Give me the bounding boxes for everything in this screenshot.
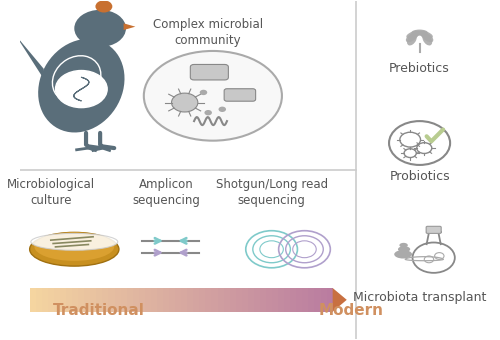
- FancyBboxPatch shape: [90, 288, 97, 312]
- Text: Shotgun/Long read
sequencing: Shotgun/Long read sequencing: [216, 178, 328, 207]
- FancyBboxPatch shape: [102, 288, 109, 312]
- FancyBboxPatch shape: [272, 288, 278, 312]
- FancyBboxPatch shape: [320, 288, 327, 312]
- FancyBboxPatch shape: [187, 288, 194, 312]
- FancyBboxPatch shape: [60, 288, 66, 312]
- FancyBboxPatch shape: [114, 288, 121, 312]
- Ellipse shape: [144, 51, 282, 141]
- FancyBboxPatch shape: [169, 288, 175, 312]
- Ellipse shape: [34, 232, 114, 261]
- Circle shape: [56, 70, 107, 108]
- Text: Amplicon
sequencing: Amplicon sequencing: [132, 178, 200, 207]
- Text: Prebiotics: Prebiotics: [389, 62, 450, 75]
- FancyBboxPatch shape: [236, 288, 242, 312]
- FancyBboxPatch shape: [212, 288, 218, 312]
- FancyBboxPatch shape: [206, 288, 212, 312]
- Text: Modern: Modern: [318, 303, 384, 318]
- FancyBboxPatch shape: [230, 288, 236, 312]
- Text: Microbiota transplant: Microbiota transplant: [353, 291, 486, 304]
- Ellipse shape: [406, 31, 421, 38]
- FancyBboxPatch shape: [96, 288, 103, 312]
- Circle shape: [204, 110, 212, 115]
- FancyBboxPatch shape: [48, 288, 54, 312]
- Ellipse shape: [400, 243, 408, 248]
- FancyBboxPatch shape: [326, 288, 333, 312]
- Ellipse shape: [412, 30, 428, 36]
- FancyBboxPatch shape: [108, 288, 115, 312]
- FancyBboxPatch shape: [302, 288, 309, 312]
- Ellipse shape: [31, 233, 118, 250]
- Ellipse shape: [421, 32, 434, 42]
- FancyBboxPatch shape: [290, 288, 297, 312]
- FancyBboxPatch shape: [260, 288, 266, 312]
- FancyBboxPatch shape: [278, 288, 284, 312]
- Ellipse shape: [38, 39, 124, 133]
- Ellipse shape: [394, 250, 412, 258]
- Circle shape: [218, 107, 226, 112]
- FancyBboxPatch shape: [181, 288, 188, 312]
- FancyBboxPatch shape: [200, 288, 206, 312]
- FancyBboxPatch shape: [224, 89, 256, 101]
- Ellipse shape: [398, 246, 410, 252]
- Ellipse shape: [406, 32, 418, 42]
- FancyBboxPatch shape: [145, 288, 152, 312]
- FancyBboxPatch shape: [190, 65, 228, 80]
- Ellipse shape: [30, 232, 119, 266]
- Ellipse shape: [422, 34, 432, 46]
- FancyBboxPatch shape: [266, 288, 272, 312]
- FancyBboxPatch shape: [248, 288, 254, 312]
- FancyBboxPatch shape: [224, 288, 230, 312]
- Circle shape: [96, 0, 112, 13]
- FancyBboxPatch shape: [120, 288, 127, 312]
- FancyBboxPatch shape: [126, 288, 133, 312]
- FancyBboxPatch shape: [84, 288, 90, 312]
- FancyBboxPatch shape: [157, 288, 164, 312]
- FancyBboxPatch shape: [314, 288, 321, 312]
- FancyBboxPatch shape: [426, 226, 441, 233]
- Ellipse shape: [418, 31, 433, 38]
- Text: Complex microbial
community: Complex microbial community: [153, 18, 263, 47]
- Circle shape: [172, 93, 198, 112]
- FancyBboxPatch shape: [242, 288, 248, 312]
- FancyBboxPatch shape: [254, 288, 260, 312]
- FancyBboxPatch shape: [151, 288, 158, 312]
- FancyBboxPatch shape: [296, 288, 303, 312]
- Polygon shape: [16, 35, 44, 79]
- Polygon shape: [124, 23, 136, 30]
- Circle shape: [74, 10, 126, 47]
- FancyBboxPatch shape: [72, 288, 78, 312]
- FancyBboxPatch shape: [284, 288, 290, 312]
- Text: Traditional: Traditional: [53, 303, 145, 318]
- Polygon shape: [332, 288, 347, 312]
- FancyBboxPatch shape: [36, 288, 42, 312]
- FancyBboxPatch shape: [30, 288, 36, 312]
- Text: Probiotics: Probiotics: [390, 170, 450, 183]
- Circle shape: [200, 90, 207, 95]
- FancyBboxPatch shape: [54, 288, 60, 312]
- FancyBboxPatch shape: [138, 288, 145, 312]
- FancyBboxPatch shape: [308, 288, 315, 312]
- FancyBboxPatch shape: [132, 288, 139, 312]
- FancyBboxPatch shape: [163, 288, 170, 312]
- FancyBboxPatch shape: [175, 288, 182, 312]
- FancyBboxPatch shape: [194, 288, 200, 312]
- FancyBboxPatch shape: [42, 288, 48, 312]
- Text: Microbiological
culture: Microbiological culture: [6, 178, 95, 207]
- FancyBboxPatch shape: [78, 288, 84, 312]
- Ellipse shape: [407, 34, 416, 46]
- FancyBboxPatch shape: [218, 288, 224, 312]
- FancyBboxPatch shape: [66, 288, 72, 312]
